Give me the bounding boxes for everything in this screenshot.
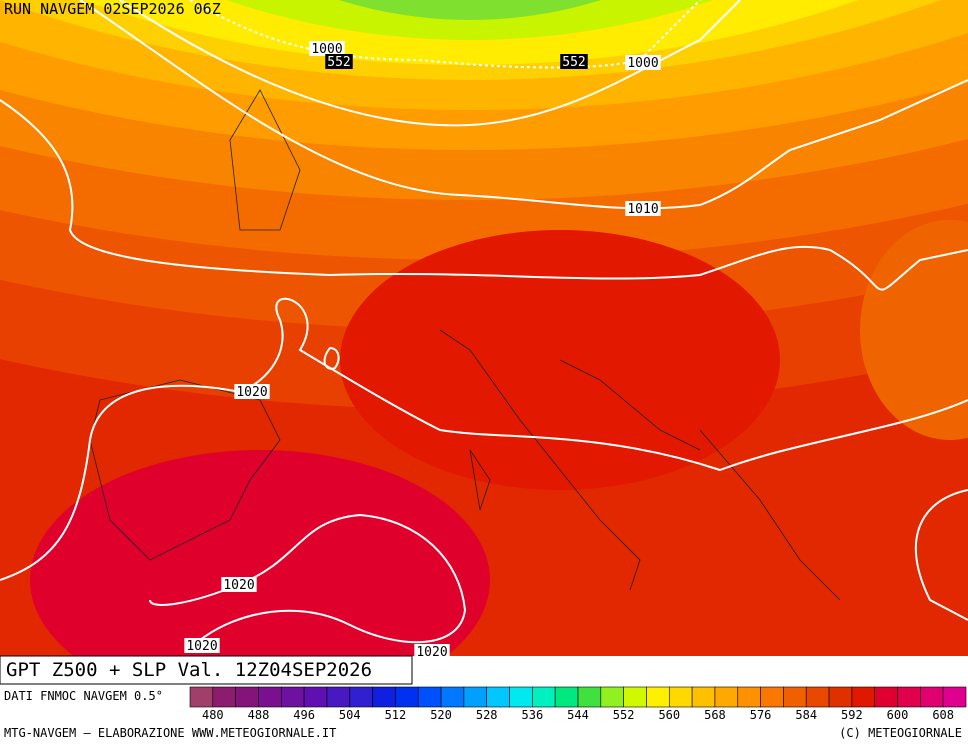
colorbar-swatch [303,686,328,708]
colorbar-swatch [349,686,373,708]
contour-label-text: 552 [327,55,350,70]
colorbar-swatch [577,686,602,708]
colorbar-swatch [874,686,898,708]
colorbar-tick-label: 536 [522,708,544,722]
colorbar-swatch [760,686,784,708]
colorbar-swatch [417,686,442,708]
contour-label: 1000 [625,55,661,71]
colorbar-swatch [783,686,807,708]
contour-label: 1020 [234,384,270,400]
contour-label-box [325,54,353,69]
contour-label-text: 1000 [627,56,658,71]
colorbar-tick-label: 528 [476,708,498,722]
contour-label-box [625,201,661,216]
colorbar-swatch [532,686,556,708]
footer-title: GPT Z500 + SLP Val. 12Z04SEP2026 [6,659,372,681]
colorbar-tick-label: 592 [841,708,863,722]
contour-label-text: 1020 [223,578,254,593]
contour-label-text: 1020 [236,385,267,400]
colorbar-tick-label: 600 [887,708,909,722]
colorbar-swatch [280,686,305,708]
colorbar-tick-label: 512 [385,708,407,722]
footer-title-box [0,655,413,685]
colorbar-swatch [623,686,647,708]
colorbar-swatch [828,686,853,708]
colorbar-tick-label: 488 [248,708,270,722]
colorbar-tick-label: 568 [704,708,726,722]
source-note: DATI FNMOC NAVGEM 0.5° [4,689,163,703]
contour-label-box [309,41,345,56]
contour-label: 1000 [309,41,345,57]
colorbar-swatch [805,686,830,708]
colorbar-tick-label: 584 [795,708,817,722]
colorbar-swatch [897,686,921,708]
contour-label: 1020 [184,638,220,654]
contour-label-text: 1020 [186,639,217,654]
contour-label-box [221,577,257,592]
colorbar-tick-label: 544 [567,708,589,722]
contour-label-box [625,55,661,70]
colorbar-swatch [258,686,282,708]
colorbar-swatch [646,686,670,708]
colorbar-tick-label: 560 [658,708,680,722]
contour-label-box [184,638,220,653]
colorbar: 480 488 496 504 512 520 528 536 544 552 560 568 576 5… [189,686,967,722]
contour-label: 1020 [221,577,257,593]
colorbar-swatch [395,686,419,708]
colorbar-swatch [212,686,236,708]
colorbar-swatch [920,686,944,708]
colorbar-tick-label: 496 [293,708,315,722]
colorbar-swatch [554,686,579,708]
colorbar-tick-label: 520 [430,708,452,722]
colorbar-swatch [691,686,716,708]
colorbar-tick-label: 552 [613,708,635,722]
colorbar-swatch [509,686,533,708]
colorbar-swatch [235,686,259,708]
colorbar-swatch [463,686,488,708]
colorbar-tick-label: 608 [932,708,954,722]
contour-label: 552 [325,54,353,70]
colorbar-tick-label: 504 [339,708,361,722]
colorbar-swatch [714,686,739,708]
contour-label-box [414,644,450,659]
colorbar-swatch [600,686,624,708]
contour-label-text: 552 [562,55,585,70]
colorbar-swatch [189,686,214,708]
contour-label: 552 [560,54,588,70]
colorbar-swatch [486,686,510,708]
map-field [0,0,968,656]
header-title: RUN NAVGEM 02SEP2026 06Z [4,0,221,18]
colorbar-tick-label: 480 [202,708,224,722]
contour-label-text: 1010 [627,202,658,217]
copyright: (C) METEOGIORNALE [839,726,962,740]
colorbar-swatch [326,686,351,708]
contour-label-box [560,54,588,69]
contour-label-box [234,384,270,399]
contour-label: 1010 [625,201,661,217]
colorbar-swatch [942,686,967,708]
contour-label-text: 1000 [311,42,342,57]
credit: MTG-NAVGEM – ELABORAZIONE WWW.METEOGIORN… [4,726,336,740]
colorbar-swatch [440,686,465,708]
colorbar-swatch [851,686,876,708]
colorbar-swatch [372,686,396,708]
colorbar-swatch [737,686,761,708]
colorbar-swatch [668,686,693,708]
colorbar-tick-label: 576 [750,708,772,722]
